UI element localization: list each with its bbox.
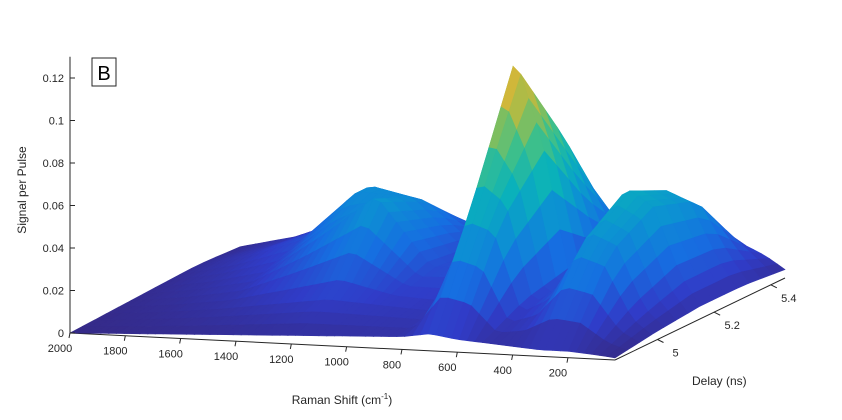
z-tick-label: 0.08 — [43, 158, 64, 170]
z-axis-label: Signal per Pulse — [15, 146, 29, 234]
axis-ticks: 0 0.02 0.04 0.06 0.08 0.1 0.12 2000 1800 1600 1400… — [43, 73, 797, 380]
y-tick-label: 5.2 — [725, 320, 740, 332]
x-tick-label: 1200 — [269, 354, 293, 366]
x-tick-mark — [566, 357, 569, 363]
x-axis-line — [69, 332, 616, 361]
y-tick-mark — [657, 339, 664, 343]
x-tick-mark — [123, 335, 126, 341]
x-tick-label: 400 — [493, 365, 511, 377]
z-tick-label: 0.1 — [49, 116, 64, 128]
y-tick-label: 5.4 — [781, 293, 796, 305]
x-axis-label: Raman Shift (cm-1) — [292, 392, 392, 407]
x-tick-label: 1800 — [103, 346, 127, 358]
z-tick-label: 0.06 — [43, 201, 64, 213]
z-tick-label: 0.02 — [43, 286, 64, 298]
y-axis-label: Delay (ns) — [692, 374, 747, 388]
x-tick-label: 1000 — [324, 357, 348, 369]
y-tick-label: 5 — [672, 348, 678, 360]
x-tick-label: 600 — [438, 362, 456, 374]
x-tick-mark — [345, 346, 348, 352]
x-tick-label: 1600 — [158, 348, 182, 360]
x-tick-mark — [179, 338, 182, 344]
x-tick-mark — [455, 352, 458, 358]
y-tick-mark — [770, 284, 778, 289]
x-tick-mark — [68, 332, 71, 339]
x-tick-mark — [400, 349, 403, 355]
x-tick-label: 1400 — [214, 351, 238, 363]
x-tick-mark — [511, 354, 514, 361]
axes-frame — [69, 56, 786, 361]
z-tick-label: 0 — [58, 328, 64, 340]
z-tick-label: 0.12 — [43, 73, 64, 85]
y-tick-mark — [713, 311, 721, 316]
surface-mesh — [68, 65, 786, 359]
x-tick-label: 800 — [383, 359, 401, 371]
z-tick-label: 0.04 — [43, 243, 64, 255]
x-tick-label: 200 — [549, 368, 567, 380]
surface-patch — [606, 346, 628, 359]
x-tick-label: 2000 — [48, 343, 72, 355]
x-tick-mark — [289, 343, 292, 350]
panel-label-box: B — [91, 57, 117, 87]
x-tick-mark — [234, 341, 237, 347]
panel-label: B — [97, 63, 110, 85]
y-axis-line — [614, 277, 786, 361]
